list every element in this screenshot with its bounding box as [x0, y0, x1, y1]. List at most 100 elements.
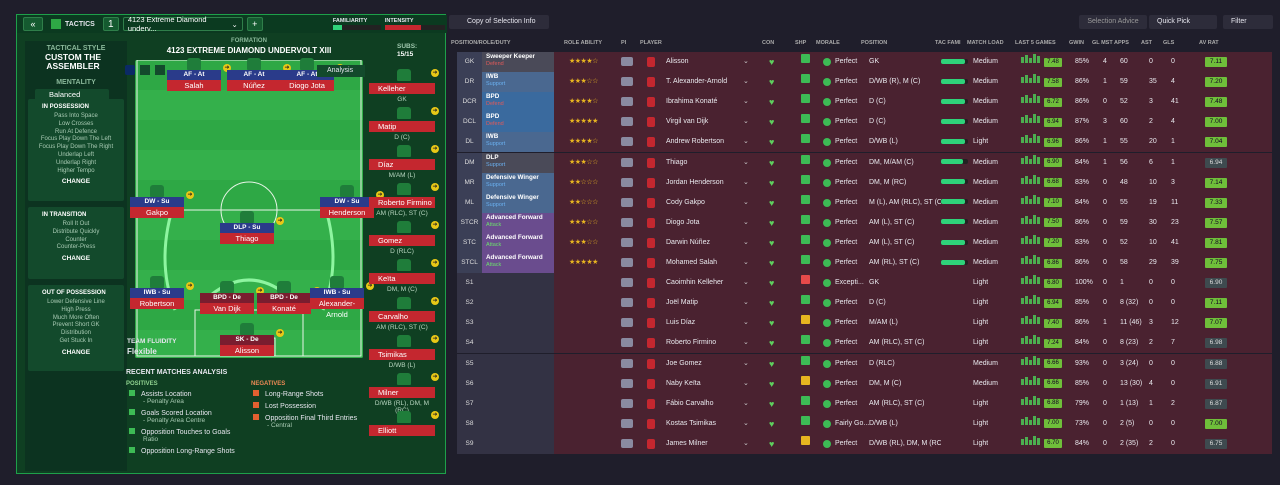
pitch-player[interactable]: IWB - Su Robertson	[130, 288, 184, 310]
column-header[interactable]: SHP	[795, 40, 807, 46]
mentality-select[interactable]: Balanced	[35, 89, 109, 101]
pi-icon[interactable]	[621, 117, 633, 127]
selection-advice-button[interactable]: Selection Advice	[1079, 15, 1147, 29]
sub-player[interactable]: Kelleher GK	[369, 83, 435, 103]
stats-icon[interactable]	[155, 65, 165, 75]
instruction-arrow-icon[interactable]: ➜	[223, 64, 231, 72]
player-name[interactable]: Joe Gomez	[666, 359, 702, 367]
role-duty[interactable]: IWB Support	[482, 72, 554, 93]
table-row[interactable]: S8 Kostas Tsimikas ⌄ ♥ Fairly Go... D/WB (L) L…	[457, 413, 1272, 434]
pi-icon[interactable]	[621, 57, 633, 66]
column-header[interactable]: POSITION	[861, 40, 888, 46]
role-duty[interactable]: Sweeper Keeper Defend	[482, 52, 554, 72]
table-row[interactable]: S4 Roberto Firmino ⌄ ♥ Perfect AM (RLC), ST (…	[457, 333, 1272, 354]
chevron-down-icon[interactable]: ⌄	[743, 158, 749, 166]
pitch-player[interactable]: AF - At Diogo Jota	[280, 70, 334, 92]
sub-arrow-icon[interactable]: ➜	[431, 107, 439, 115]
sub-player[interactable]: Tsimikas D/WB (L)	[369, 349, 435, 369]
table-row[interactable]: STC Advanced Forward Attack ★★★☆☆ Darwin Núñ…	[457, 232, 1272, 253]
sub-player[interactable]: Keïta DM, M (C)	[369, 273, 435, 293]
pitch-player[interactable]: BPD - De Konaté	[257, 293, 311, 315]
pi-icon[interactable]	[621, 318, 633, 328]
table-row[interactable]: DCL BPD Defend ★★★★★ Virgil van Dijk ⌄ ♥ Perfec…	[457, 112, 1272, 133]
column-header[interactable]: POSITION/ROLE/DUTY	[451, 40, 511, 46]
column-header[interactable]: ROLE ABILITY	[564, 40, 602, 46]
pitch-player[interactable]: BPD - De Van Dijk	[200, 293, 254, 315]
sub-player[interactable]: Elliott	[369, 425, 435, 438]
column-header[interactable]: LAST 5 GAMES	[1015, 40, 1056, 46]
instruction-arrow-icon[interactable]: ➜	[283, 64, 291, 72]
analysis-button[interactable]: Analysis	[317, 65, 365, 77]
pi-icon[interactable]	[621, 338, 633, 348]
role-duty[interactable]	[482, 273, 554, 294]
sub-player[interactable]: Gomez D (RLC)	[369, 235, 435, 255]
sub-arrow-icon[interactable]: ➜	[431, 335, 439, 343]
pi-icon[interactable]	[621, 278, 633, 288]
role-duty[interactable]	[482, 313, 554, 334]
column-header[interactable]: APPS	[1114, 40, 1129, 46]
player-name[interactable]: Caoimhin Kelleher	[666, 279, 724, 287]
chevron-down-icon[interactable]: ⌄	[743, 359, 749, 367]
sub-arrow-icon[interactable]: ➜	[431, 373, 439, 381]
role-duty[interactable]	[482, 433, 554, 454]
pitch-player[interactable]: AF - At Núñez	[227, 70, 281, 92]
player-name[interactable]: Fábio Carvalho	[666, 399, 714, 407]
chevron-down-icon[interactable]: ⌄	[743, 98, 749, 106]
chevron-down-icon[interactable]: ⌄	[743, 299, 749, 307]
role-duty[interactable]	[482, 373, 554, 394]
table-row[interactable]: S2 Joël Matip ⌄ ♥ Perfect D (C) Light 6.94 85% 0 8…	[457, 293, 1272, 314]
pi-icon[interactable]	[621, 217, 633, 227]
table-row[interactable]: S1 Caoimhin Kelleher ⌄ ♥ Excepti... GK Light 6.…	[457, 273, 1272, 294]
filter-button[interactable]: Filter	[1223, 15, 1273, 29]
chevron-down-icon[interactable]: ⌄	[743, 238, 749, 246]
chevron-down-icon[interactable]: ⌄	[743, 118, 749, 126]
player-name[interactable]: Luis Díaz	[666, 319, 696, 327]
chevron-down-icon[interactable]: ⌄	[743, 138, 749, 146]
player-name[interactable]: Darwin Núñez	[666, 238, 710, 246]
chevron-down-icon[interactable]: ⌄	[743, 218, 749, 226]
in-possession-change-button[interactable]: CHANGE	[61, 178, 91, 186]
table-row[interactable]: DL IWB Support ★★★★☆ Andrew Robertson ⌄ ♥ Perfe…	[457, 132, 1272, 153]
instruction-arrow-icon[interactable]: ➜	[186, 191, 194, 199]
player-name[interactable]: James Milner	[666, 439, 708, 447]
pi-icon[interactable]	[621, 177, 633, 187]
table-row[interactable]: STCR Advanced Forward Attack ★★★☆☆ Diogo Jot…	[457, 212, 1272, 233]
pi-icon[interactable]	[621, 378, 633, 388]
chevron-down-icon[interactable]: ⌄	[743, 259, 749, 266]
pi-icon[interactable]	[621, 157, 633, 167]
column-header[interactable]: TAC FAMI	[935, 40, 961, 46]
chevron-down-icon[interactable]: ⌄	[743, 379, 749, 387]
player-name[interactable]: Virgil van Dijk	[666, 118, 709, 126]
player-name[interactable]: Ibrahima Konaté	[666, 98, 718, 106]
column-header[interactable]: PI	[621, 40, 627, 46]
table-row[interactable]: S7 Fábio Carvalho ⌄ ♥ Perfect AM (RLC), ST (C…	[457, 393, 1272, 414]
instruction-arrow-icon[interactable]: ➜	[376, 191, 384, 199]
role-duty[interactable]	[482, 393, 554, 414]
sub-arrow-icon[interactable]: ➜	[431, 183, 439, 191]
pitch-player[interactable]: AF - At Salah	[167, 70, 221, 92]
player-name[interactable]: Jordan Henderson	[666, 178, 724, 186]
quick-pick-button[interactable]: Quick Pick	[1149, 15, 1217, 29]
chevron-down-icon[interactable]: ⌄	[743, 339, 749, 347]
pi-icon[interactable]	[621, 418, 633, 428]
sub-player[interactable]: Roberto Firmino AM (RLC), ST (C)	[369, 197, 435, 217]
out-possession-change-button[interactable]: CHANGE	[61, 348, 91, 356]
sub-arrow-icon[interactable]: ➜	[431, 411, 439, 419]
sub-arrow-icon[interactable]: ➜	[431, 221, 439, 229]
role-duty[interactable]: Defensive Winger Support	[482, 172, 554, 193]
instruction-arrow-icon[interactable]: ➜	[276, 217, 284, 225]
player-name[interactable]: Roberto Firmino	[666, 339, 717, 347]
instruction-arrow-icon[interactable]: ➜	[276, 329, 284, 337]
role-duty[interactable]: IWB Support	[482, 132, 554, 153]
chevron-down-icon[interactable]: ⌄	[743, 319, 749, 327]
chevron-down-icon[interactable]: ⌄	[743, 399, 749, 407]
player-name[interactable]: Cody Gakpo	[666, 198, 705, 206]
copy-selection-button[interactable]: Copy of Selection Info	[449, 15, 549, 29]
column-header[interactable]: MORALE	[816, 40, 840, 46]
bar-chart-icon[interactable]	[140, 65, 150, 75]
chevron-down-icon[interactable]: ⌄	[743, 178, 749, 186]
pi-icon[interactable]	[621, 358, 633, 368]
pi-icon[interactable]	[621, 97, 633, 107]
column-header[interactable]: GWIN	[1069, 40, 1084, 46]
chevron-down-icon[interactable]: ⌄	[743, 279, 749, 287]
